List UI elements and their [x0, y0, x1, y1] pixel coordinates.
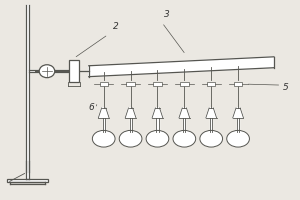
Bar	[7, 179, 49, 182]
Ellipse shape	[119, 130, 142, 147]
Ellipse shape	[146, 130, 169, 147]
Polygon shape	[156, 118, 158, 130]
Polygon shape	[206, 108, 217, 118]
Polygon shape	[98, 108, 109, 118]
Ellipse shape	[200, 130, 223, 147]
Text: 6: 6	[89, 103, 94, 112]
Polygon shape	[103, 118, 105, 130]
Bar	[180, 82, 188, 86]
Polygon shape	[183, 118, 185, 130]
Polygon shape	[237, 118, 239, 130]
Bar	[100, 82, 108, 86]
Polygon shape	[29, 70, 74, 72]
Bar	[69, 60, 79, 82]
Ellipse shape	[173, 130, 196, 147]
Bar	[126, 82, 135, 86]
Polygon shape	[26, 161, 29, 179]
Polygon shape	[26, 5, 29, 171]
Polygon shape	[233, 108, 244, 118]
Text: 2: 2	[113, 22, 118, 31]
Polygon shape	[125, 108, 136, 118]
Ellipse shape	[39, 65, 55, 78]
Polygon shape	[130, 118, 132, 130]
Bar	[234, 82, 242, 86]
Polygon shape	[179, 108, 190, 118]
Polygon shape	[89, 57, 274, 77]
Bar	[153, 82, 162, 86]
Ellipse shape	[227, 130, 249, 147]
Ellipse shape	[92, 130, 115, 147]
Text: 5: 5	[283, 83, 289, 92]
Bar	[207, 82, 215, 86]
Text: 3: 3	[164, 10, 169, 19]
Polygon shape	[152, 108, 163, 118]
Polygon shape	[210, 118, 212, 130]
